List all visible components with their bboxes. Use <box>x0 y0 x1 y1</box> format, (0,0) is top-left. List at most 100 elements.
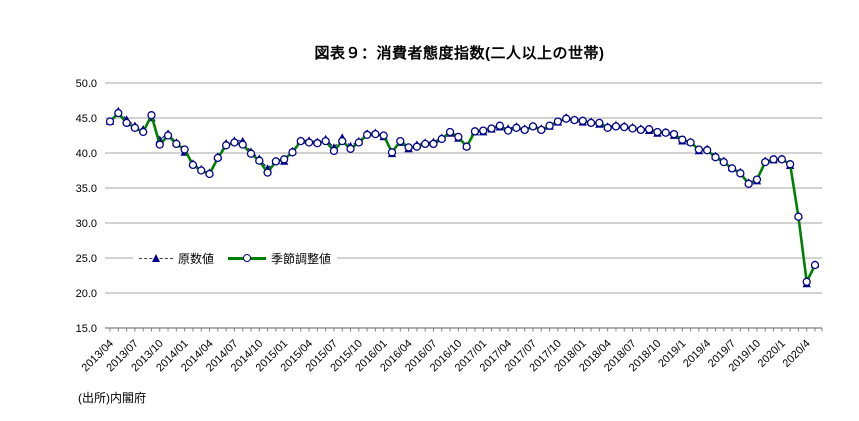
legend-item-adjusted-series: 季節調整値 <box>228 250 331 267</box>
adjusted-series-marker <box>794 212 803 221</box>
legend-label-raw-series: 原数値 <box>178 251 215 266</box>
adjusted-series-marker <box>205 169 214 179</box>
adjusted-series-marker <box>296 136 305 146</box>
adjusted-series-marker <box>620 122 629 132</box>
adjusted-series-marker <box>653 127 662 137</box>
adjusted-series-marker <box>520 125 529 135</box>
adjusted-series-marker <box>528 122 538 131</box>
triangle-dashed-line-icon <box>139 253 173 263</box>
adjusted-series-marker <box>155 140 164 149</box>
adjusted-series-marker <box>694 145 704 154</box>
adjusted-series-marker <box>545 121 554 130</box>
adjusted-series-marker <box>744 179 753 188</box>
y-tick-label: 30.0 <box>76 218 97 230</box>
adjusted-series-marker <box>387 148 397 157</box>
adjusted-series-marker <box>437 134 446 144</box>
adjusted-series-marker <box>114 108 123 118</box>
adjusted-series-marker <box>686 138 695 147</box>
adjusted-series-marker <box>139 127 148 137</box>
adjusted-series-marker <box>130 123 140 132</box>
adjusted-series-marker <box>230 138 239 147</box>
chart-legend: 原数値 季節調整値 <box>133 247 338 269</box>
adjusted-series-marker <box>246 149 256 158</box>
y-tick-label: 40.0 <box>76 148 97 160</box>
adjusted-series-marker <box>454 132 463 142</box>
adjusted-series-marker <box>462 142 471 151</box>
adjusted-series-marker <box>280 155 289 164</box>
adjusted-series-marker <box>346 144 355 153</box>
adjusted-series-marker <box>263 168 272 177</box>
adjusted-series-marker <box>578 116 587 125</box>
adjusted-series-marker <box>362 130 372 139</box>
adjusted-series-marker <box>379 131 388 140</box>
adjusted-series-marker <box>777 155 786 164</box>
adjusted-series-marker <box>421 139 430 149</box>
legend-label-adjusted-series: 季節調整値 <box>271 251 332 266</box>
adjusted-series-marker <box>304 138 314 147</box>
adjusted-series-marker <box>628 124 637 133</box>
y-tick-label: 20.0 <box>76 288 97 300</box>
adjusted-series-marker <box>147 111 156 120</box>
adjusted-series-marker <box>802 277 811 286</box>
adjusted-series-marker <box>495 121 504 130</box>
adjusted-series-marker <box>769 155 778 164</box>
adjusted-series-marker <box>197 166 206 175</box>
adjusted-series-marker <box>329 146 339 156</box>
adjusted-series-marker <box>470 127 480 136</box>
adjusted-series-marker <box>603 123 612 132</box>
adjusted-series-marker <box>396 136 405 146</box>
adjusted-series-marker <box>719 157 728 167</box>
adjusted-series-marker <box>570 115 579 125</box>
adjusted-series-marker <box>445 127 455 137</box>
adjusted-series-marker <box>644 125 654 134</box>
adjusted-series-marker <box>313 139 322 148</box>
adjusted-series-marker <box>371 129 380 139</box>
adjusted-series-marker <box>537 125 546 135</box>
adjusted-series-marker <box>661 128 670 137</box>
adjusted-series-marker <box>180 145 189 154</box>
adjusted-series-marker <box>611 122 621 131</box>
adjusted-series-marker <box>221 141 231 150</box>
adjusted-series-marker <box>810 260 820 270</box>
adjusted-series-marker <box>553 117 563 126</box>
adjusted-series-marker <box>636 125 645 135</box>
y-tick-label: 50.0 <box>76 78 97 90</box>
adjusted-series-marker <box>785 160 795 169</box>
y-tick-label: 15.0 <box>76 323 97 335</box>
adjusted-series-marker <box>255 156 264 165</box>
adjusted-series-marker <box>429 139 438 149</box>
adjusted-series-marker <box>727 164 737 173</box>
y-tick-label: 25.0 <box>76 253 97 265</box>
adjusted-series-marker <box>122 118 131 128</box>
adjusted-series-marker <box>512 123 521 132</box>
adjusted-series-marker <box>271 157 281 166</box>
y-tick-label: 35.0 <box>76 183 97 195</box>
adjusted-series-marker <box>595 118 604 128</box>
adjusted-series-marker <box>678 135 687 144</box>
adjusted-series-marker <box>703 146 712 155</box>
adjusted-series-marker <box>479 126 488 135</box>
adjusted-series-marker <box>338 136 347 146</box>
adjusted-series-marker <box>213 153 222 163</box>
chart-title: 図表９：消費者態度指数(二人以上の世帯) <box>314 45 605 62</box>
adjusted-series-marker <box>404 143 413 152</box>
x-tick-label: 2020/4 <box>781 338 813 370</box>
source-note: (出所)内閣府 <box>78 391 146 405</box>
adjusted-series-marker <box>736 169 745 178</box>
adjusted-series-marker <box>752 175 762 184</box>
y-tick-label: 45.0 <box>76 113 97 125</box>
adjusted-series-marker <box>711 153 720 162</box>
adjusted-series-marker <box>761 157 770 167</box>
adjusted-series-marker <box>669 129 679 139</box>
adjusted-series-marker <box>503 126 513 135</box>
adjusted-series-marker <box>288 148 297 157</box>
circle-solid-line-icon <box>228 253 267 263</box>
legend-item-raw-series: 原数値 <box>139 250 214 267</box>
adjusted-series-marker <box>238 140 247 149</box>
adjusted-series-marker <box>188 160 198 170</box>
adjusted-series-marker <box>412 142 422 151</box>
adjusted-series-marker <box>172 139 181 149</box>
adjusted-series-marker <box>562 114 571 123</box>
